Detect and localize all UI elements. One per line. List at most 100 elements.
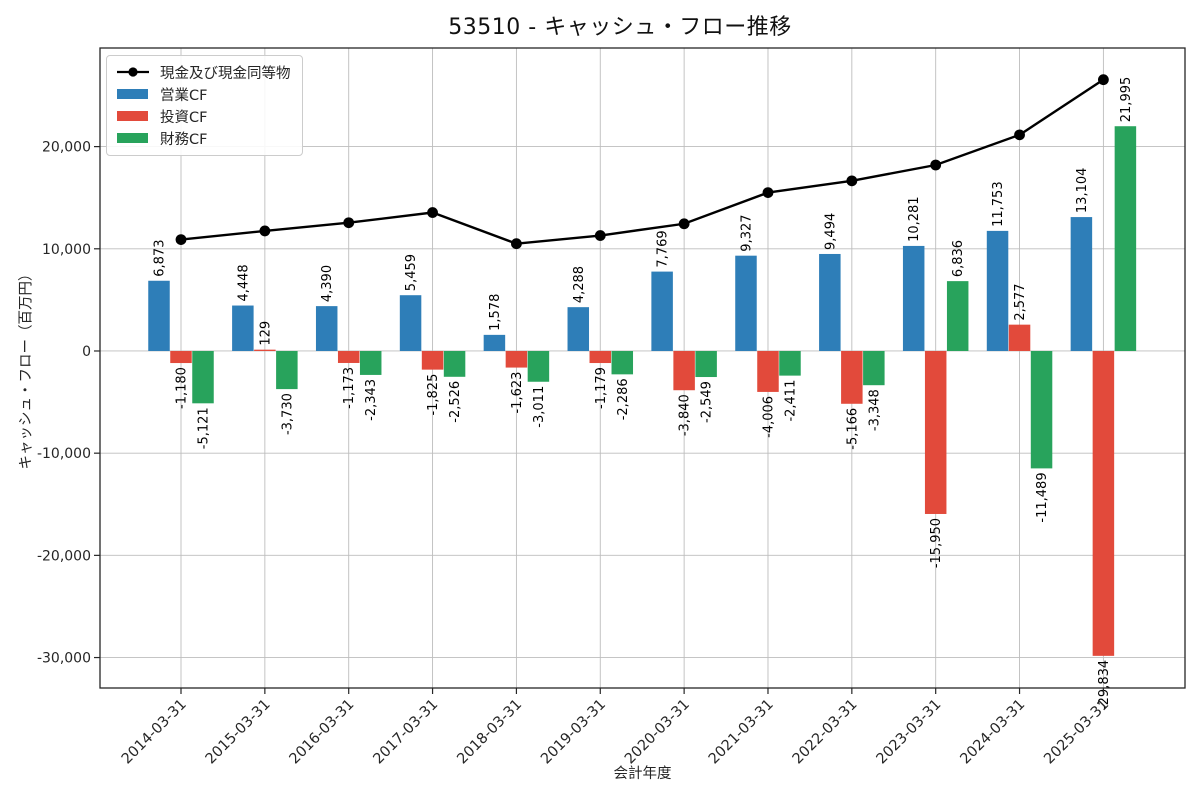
bar [192, 350, 214, 404]
bar [421, 350, 444, 370]
bar [527, 350, 550, 382]
x-tick-label: 2014-03-31 [119, 697, 190, 768]
chart-title: 53510 - キャッシュ・フロー推移 [448, 15, 792, 40]
x-tick-label: 2023-03-31 [874, 697, 945, 768]
line-marker [511, 238, 522, 250]
line-layer [175, 74, 1109, 250]
legend-item-4: 財務CF [115, 127, 291, 149]
x-axis-label: 会計年度 [613, 766, 672, 782]
y-tick-label: 10,000 [42, 242, 91, 258]
legend-item-3: 投資CF [115, 105, 291, 127]
bar [1030, 350, 1053, 469]
line-marker [1014, 129, 1025, 141]
bar [1008, 324, 1031, 351]
bar-series-1: 6,873 4,448 4,390 5,459 1,578 4,288 7,769 9,327… [148, 168, 1093, 351]
x-tick-label: 2025-03-31 [1041, 697, 1112, 768]
bar [946, 281, 969, 351]
legend-line-marker-icon [117, 67, 149, 77]
bar-value-label: -4,006 [761, 396, 776, 438]
bars-layer: 6,873 4,448 4,390 5,459 1,578 4,288 7,769 9,327… [148, 77, 1137, 710]
x-tick-label: 2021-03-31 [706, 697, 777, 768]
bar-value-label: 13,104 [1075, 168, 1090, 214]
bar [779, 350, 801, 376]
bar-value-label: 1,578 [488, 294, 503, 331]
bar [254, 349, 276, 351]
bar [148, 280, 170, 351]
bar-value-label: 5,459 [404, 254, 419, 291]
x-tick-label: 2017-03-31 [370, 697, 441, 768]
legend-item-2: 営業CF [115, 83, 291, 105]
bar-value-label: 10,281 [907, 196, 922, 242]
bar-value-label: -3,730 [280, 393, 295, 435]
bar-value-label: -1,623 [510, 372, 525, 414]
bar-value-label: -3,348 [867, 389, 882, 431]
bar [276, 350, 298, 390]
bar [483, 334, 506, 351]
bar [924, 350, 947, 514]
bar [819, 253, 841, 351]
cash-line [180, 78, 1105, 245]
bar-value-label: 6,836 [951, 240, 966, 277]
bar-value-label: -5,166 [845, 408, 860, 450]
bar-value-label: -2,411 [783, 380, 798, 422]
bar [611, 350, 634, 375]
bar [695, 350, 717, 378]
bar-value-label: 9,327 [739, 214, 754, 251]
legend: 現金及び現金同等物 営業CF 投資CF 財務CF [106, 55, 303, 156]
bar [359, 350, 382, 375]
bar-value-label: -2,549 [700, 381, 715, 423]
line-marker [343, 217, 355, 229]
bar [841, 350, 863, 404]
bar [651, 271, 673, 351]
bar-value-label: 4,448 [236, 264, 251, 301]
x-tick-label: 2018-03-31 [454, 697, 525, 768]
line-marker [594, 230, 606, 241]
bar-value-label: -29,834 [1097, 660, 1112, 710]
x-tick-label: 2024-03-31 [957, 697, 1028, 768]
bar-value-label: -1,173 [342, 367, 357, 409]
line-marker [175, 234, 187, 246]
x-tick-label: 2022-03-31 [790, 697, 861, 768]
bar-value-label: 2,577 [1013, 283, 1028, 320]
bar [986, 230, 1009, 351]
x-tick-label: 2015-03-31 [203, 697, 274, 768]
legend-color-swatch-icon [117, 133, 148, 143]
bar [337, 350, 360, 363]
y-tick-label: -20,000 [37, 548, 91, 564]
line-marker [846, 175, 858, 187]
bar-value-label: -2,286 [616, 378, 631, 420]
bar [1070, 217, 1093, 351]
bar [567, 307, 590, 351]
legend-label: 投資CF [160, 109, 208, 126]
line-marker [1098, 74, 1109, 86]
bar [735, 255, 757, 351]
y-tick-label: -10,000 [37, 446, 91, 462]
bar [902, 245, 925, 351]
bar-value-label: 11,753 [991, 181, 1006, 226]
bar [399, 295, 422, 351]
bar [863, 350, 885, 386]
bar [505, 350, 528, 368]
bar-value-label: 7,769 [656, 230, 671, 267]
y-tick-label: -30,000 [37, 651, 91, 667]
legend-item-1: 現金及び現金同等物 [115, 61, 291, 83]
bar [757, 350, 779, 392]
line-marker [678, 218, 690, 230]
bar-value-label: -1,179 [594, 367, 609, 409]
bar-value-label: 6,873 [153, 240, 168, 277]
bar-value-label: 9,494 [823, 213, 838, 250]
bar [589, 350, 612, 364]
bar [1114, 126, 1137, 351]
bar-value-label: -1,825 [426, 374, 441, 416]
bar [232, 305, 254, 351]
bar-value-label: 21,995 [1119, 77, 1134, 123]
legend-label: 財務CF [160, 131, 208, 148]
legend-color-swatch-icon [117, 89, 148, 99]
bar-value-label: -3,840 [678, 394, 693, 436]
bar-value-label: 129 [258, 321, 273, 346]
bar-value-label: 4,390 [320, 265, 335, 302]
y-tick-label: 0 [82, 344, 91, 360]
plot-border [99, 47, 1186, 689]
